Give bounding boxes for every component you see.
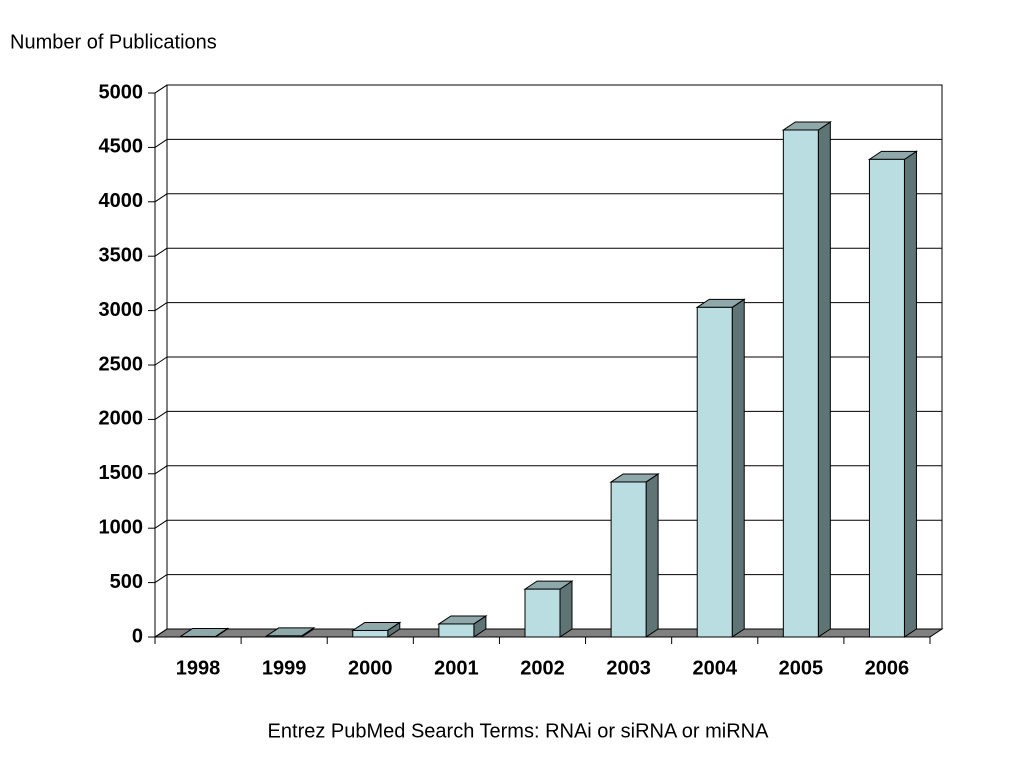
bar [610, 481, 647, 638]
x-tick-label: 2006 [865, 657, 910, 679]
x-tick-label: 2001 [434, 657, 479, 679]
grid-line-side [154, 247, 168, 257]
grid-line-side [154, 410, 168, 420]
grid-line-side [154, 465, 168, 475]
grid-line-side [154, 84, 168, 94]
y-tick-label: 1500 [99, 462, 144, 484]
bar-side [645, 473, 659, 638]
x-tick-label: 2000 [348, 657, 393, 679]
x-tick-label: 2002 [520, 657, 565, 679]
y-tick-label: 4500 [99, 136, 144, 158]
bar [180, 635, 217, 638]
bar [696, 306, 733, 638]
bar [438, 623, 475, 638]
x-tick-label: 2004 [692, 657, 737, 679]
grid-line-side [154, 302, 168, 312]
bar [524, 588, 561, 638]
y-tick-label: 4000 [99, 190, 144, 212]
grid-line-side [154, 519, 168, 529]
grid-line-side [154, 628, 168, 638]
x-axis-title: Entrez PubMed Search Terms: RNAi or siRN… [268, 720, 770, 742]
bar-side [903, 150, 917, 638]
y-tick-label: 3500 [99, 244, 144, 266]
bar [352, 629, 389, 638]
bar-side [559, 580, 573, 638]
x-tick-label: 2003 [606, 657, 651, 679]
bar [782, 129, 819, 638]
bar [266, 635, 303, 638]
x-tick-label: 2005 [779, 657, 824, 679]
y-axis-title: Number of Publications [10, 31, 217, 53]
grid-line-side [154, 574, 168, 584]
bar-side [731, 298, 745, 638]
x-tick-label: 1999 [262, 657, 307, 679]
y-tick-label: 2500 [99, 353, 144, 375]
grid-line-side [154, 356, 168, 366]
y-tick-label: 0 [132, 625, 143, 647]
y-tick-label: 2000 [99, 408, 144, 430]
grid-line-side [154, 193, 168, 203]
y-tick-label: 1000 [99, 516, 144, 538]
y-tick-label: 3000 [99, 299, 144, 321]
y-tick-label: 5000 [99, 81, 144, 103]
grid-line-side [154, 138, 168, 148]
bar-side [817, 121, 831, 638]
bar [868, 158, 905, 638]
x-tick-label: 1998 [176, 657, 221, 679]
y-tick-label: 500 [110, 571, 143, 593]
